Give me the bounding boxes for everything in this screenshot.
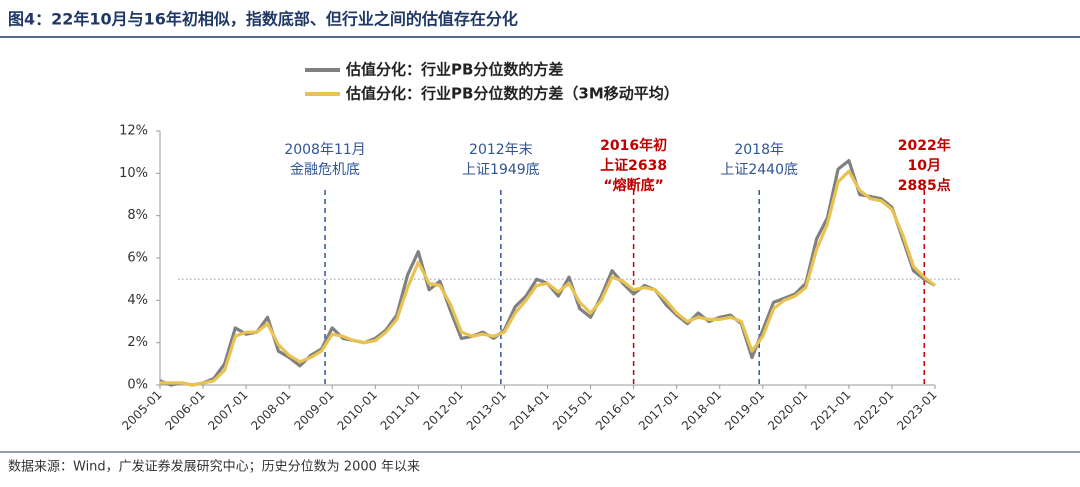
series-line [160, 169, 936, 387]
x-tick-label: 2019-01 [722, 388, 767, 433]
x-tick-label: 2011-01 [378, 388, 423, 433]
x-tick-label: 2005-01 [119, 388, 164, 433]
annotation-text: 上证1949底 [462, 162, 540, 178]
x-tick-label: 2013-01 [464, 388, 509, 433]
legend-label: 估值分化：行业PB分位数的方差（3M移动平均） [345, 85, 679, 103]
annotation-text: 2022年 [898, 137, 951, 154]
x-tick-label: 2008-01 [248, 388, 293, 433]
x-tick-label: 2018-01 [679, 388, 724, 433]
chart-title: 图4：22年10月与16年初相似，指数底部、但行业之间的估值存在分化 [8, 10, 518, 29]
x-tick-label: 2007-01 [205, 388, 250, 433]
source: 数据来源：Wind，广发证券发展研究中心；历史分位数为 2000 年以来 [8, 459, 420, 475]
x-tick-label: 2022-01 [851, 388, 896, 433]
annotation-text: “熔断底” [603, 177, 663, 194]
annotation-text: 金融危机底 [290, 162, 360, 178]
x-tick-label: 2016-01 [593, 388, 638, 433]
y-tick-label: 0% [127, 378, 148, 393]
annotation-text: 2008年11月 [284, 142, 365, 158]
x-tick-label: 2020-01 [765, 388, 810, 433]
x-tick-label: 2012-01 [421, 388, 466, 433]
legend-label: 估值分化：行业PB分位数的方差 [345, 61, 563, 79]
annotation-text: 上证2638 [600, 158, 667, 174]
y-tick-label: 10% [119, 166, 148, 181]
y-tick-label: 8% [127, 208, 148, 223]
x-tick-label: 2006-01 [162, 388, 207, 433]
x-tick-label: 2014-01 [507, 388, 552, 433]
annotation-text: 2018年 [734, 142, 784, 158]
x-tick-label: 2021-01 [808, 388, 853, 433]
x-tick-label: 2015-01 [550, 388, 595, 433]
y-tick-label: 6% [127, 251, 148, 266]
x-tick-label: 2023-01 [894, 388, 939, 433]
annotation-text: 2885点 [898, 177, 951, 194]
x-tick-label: 2009-01 [291, 388, 336, 433]
annotation-text: 2012年末 [469, 142, 533, 158]
annotation-text: 上证2440底 [720, 162, 798, 178]
x-tick-label: 2010-01 [335, 388, 380, 433]
y-tick-label: 4% [127, 293, 148, 308]
annotation-text: 2016年初 [600, 137, 667, 154]
y-tick-label: 12% [119, 124, 148, 139]
y-tick-label: 2% [127, 335, 148, 350]
series-line [159, 159, 936, 387]
x-tick-label: 2017-01 [636, 388, 681, 433]
annotation-text: 10月 [907, 158, 940, 174]
